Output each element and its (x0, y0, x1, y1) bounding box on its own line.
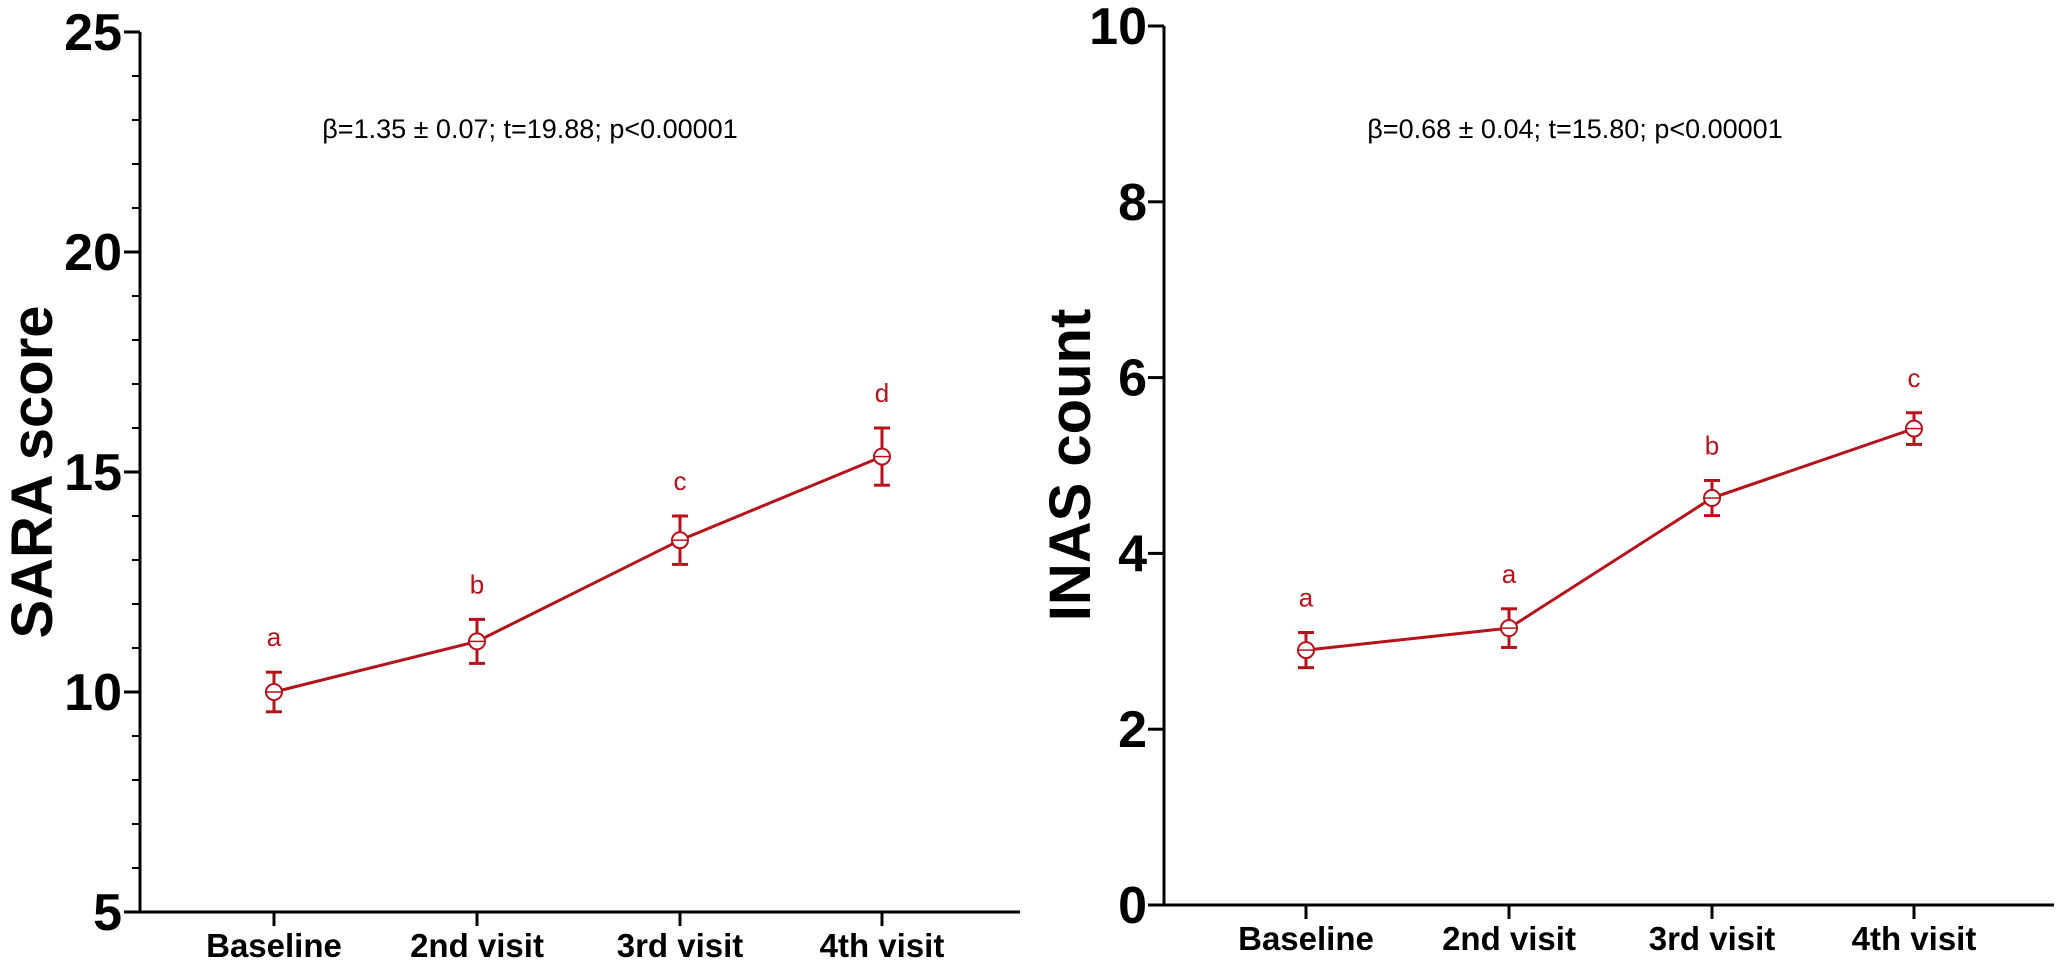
inas-count-chart: 0 2 4 6 8 10 Baseline 2nd visit 3rd visit 4th vis… (1038, 0, 2054, 957)
y-axis-title: SARA score (0, 305, 65, 638)
x-tick-label: 3rd visit (617, 927, 744, 962)
y-tick-label: 10 (1089, 0, 1147, 56)
x-tick-label: 2nd visit (410, 927, 544, 962)
x-tick-label: Baseline (206, 927, 342, 962)
x-tick-label: 3rd visit (1649, 920, 1776, 957)
stats-annotation: β=0.68 ± 0.04; t=15.80; p<0.00001 (1367, 114, 1782, 144)
y-tick-label: 6 (1118, 350, 1147, 408)
series-line (273, 455, 883, 694)
y-tick-label: 10 (64, 664, 122, 722)
y-tick-label: 0 (1118, 877, 1147, 935)
y-tick-label: 2 (1118, 701, 1147, 759)
significance-letter: b (1705, 430, 1719, 460)
significance-letter: c (674, 466, 687, 496)
y-tick-label: 20 (64, 224, 122, 282)
y-tick-label: 5 (93, 884, 122, 942)
significance-letter: d (875, 378, 889, 408)
x-tick-label: Baseline (1238, 920, 1374, 957)
y-tick-label: 4 (1118, 525, 1147, 583)
x-tick-label: 4th visit (820, 927, 945, 962)
significance-letter: b (470, 569, 484, 599)
significance-letter: a (1299, 583, 1314, 613)
significance-letter: a (1502, 559, 1517, 589)
y-tick-label: 25 (64, 4, 122, 62)
significance-letter: c (1908, 363, 1921, 393)
y-axis-title: INAS count (1038, 309, 1103, 622)
sara-score-chart: 5 10 15 20 25 Baseline 2nd visit 3rd visit 4th v… (0, 4, 1020, 962)
stats-annotation: β=1.35 ± 0.07; t=19.88; p<0.00001 (322, 114, 737, 144)
x-tick-label: 2nd visit (1442, 920, 1576, 957)
series-line (1305, 427, 1915, 652)
significance-letter: a (267, 622, 282, 652)
y-tick-label: 8 (1118, 174, 1147, 232)
x-tick-label: 4th visit (1852, 920, 1977, 957)
y-tick-label: 15 (64, 444, 122, 502)
